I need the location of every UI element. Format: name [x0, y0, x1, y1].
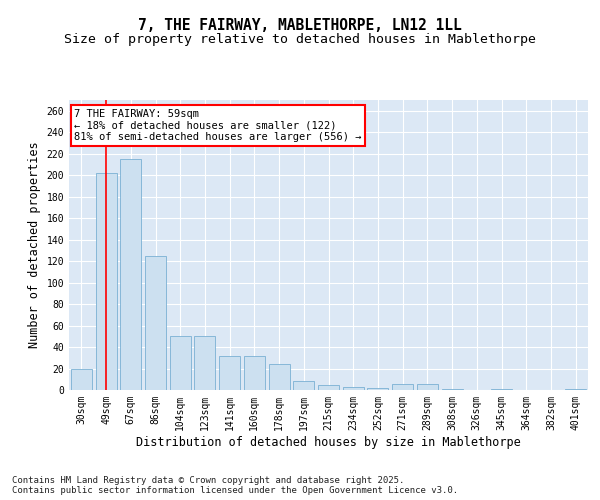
- Bar: [491, 389, 512, 390]
- Bar: [71, 368, 92, 390]
- Bar: [442, 389, 463, 390]
- Bar: [219, 356, 240, 390]
- Bar: [392, 384, 413, 390]
- Text: 7, THE FAIRWAY, MABLETHORPE, LN12 1LL: 7, THE FAIRWAY, MABLETHORPE, LN12 1LL: [138, 18, 462, 32]
- Bar: [120, 159, 141, 390]
- Text: Size of property relative to detached houses in Mablethorpe: Size of property relative to detached ho…: [64, 32, 536, 46]
- Bar: [170, 336, 191, 390]
- Bar: [145, 256, 166, 390]
- Bar: [95, 173, 116, 390]
- Bar: [367, 388, 388, 390]
- Bar: [417, 384, 438, 390]
- Bar: [194, 336, 215, 390]
- Bar: [293, 382, 314, 390]
- Text: Contains HM Land Registry data © Crown copyright and database right 2025.
Contai: Contains HM Land Registry data © Crown c…: [12, 476, 458, 495]
- Bar: [318, 384, 339, 390]
- Y-axis label: Number of detached properties: Number of detached properties: [28, 142, 41, 348]
- Text: 7 THE FAIRWAY: 59sqm
← 18% of detached houses are smaller (122)
81% of semi-deta: 7 THE FAIRWAY: 59sqm ← 18% of detached h…: [74, 108, 362, 142]
- Bar: [269, 364, 290, 390]
- Bar: [244, 356, 265, 390]
- Bar: [343, 387, 364, 390]
- Bar: [565, 389, 586, 390]
- X-axis label: Distribution of detached houses by size in Mablethorpe: Distribution of detached houses by size …: [136, 436, 521, 448]
